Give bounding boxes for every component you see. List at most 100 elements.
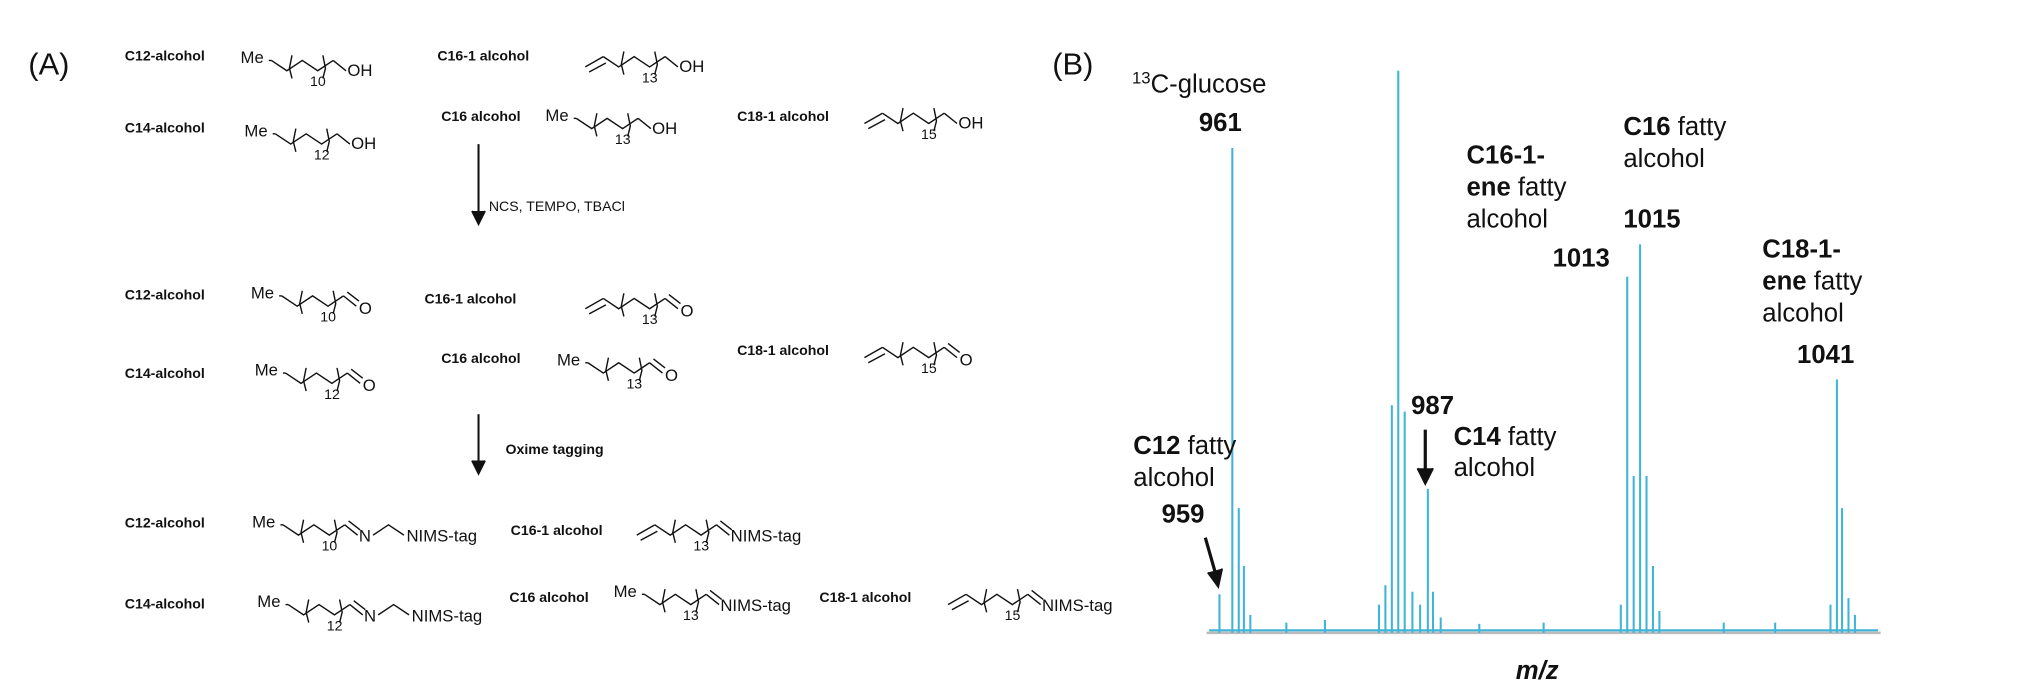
bond [649, 362, 663, 374]
peak-label: 987 [1411, 392, 1454, 420]
atom: Me [257, 592, 280, 611]
peak-label: 959 [1162, 500, 1205, 528]
subscript: 13 [642, 311, 658, 327]
bond [346, 291, 360, 302]
bond [653, 358, 666, 369]
subscript: 12 [324, 386, 340, 402]
atom: Me [255, 361, 278, 380]
bond [899, 107, 904, 132]
compound-name: C12-alcohol [125, 47, 205, 63]
annotation-text: C-glucose [1151, 71, 1267, 99]
subscript: 13 [615, 131, 631, 147]
subscript: 10 [310, 73, 326, 89]
bond [716, 524, 730, 536]
bond [333, 519, 338, 544]
compound-name: C14-alcohol [125, 120, 205, 136]
bond [882, 346, 945, 359]
bond [302, 367, 307, 392]
annotation-bold: ene [1466, 174, 1510, 202]
compound-name: C12-alcohol [125, 514, 205, 530]
annotation: alcohol [1466, 206, 1548, 234]
subscript: 15 [921, 126, 937, 142]
bond [288, 55, 293, 79]
bond [332, 290, 337, 315]
bond [292, 128, 297, 152]
subscript: 15 [1005, 607, 1021, 623]
bond [951, 600, 969, 611]
bond [332, 59, 347, 72]
bond [602, 55, 666, 68]
atom: OH [958, 114, 983, 133]
atom: Me [252, 512, 275, 531]
bond [620, 293, 625, 317]
peak-label: 1015 [1623, 206, 1680, 234]
bond [638, 357, 643, 381]
subscript: 10 [320, 309, 336, 325]
bond [343, 295, 357, 307]
bond [899, 342, 904, 366]
annotation-text: fatty [1511, 174, 1567, 202]
annotation: ene fatty [1466, 174, 1566, 202]
atom: O [665, 366, 678, 385]
tag: NIMS-tag [412, 606, 483, 625]
bond [350, 368, 364, 379]
bond [372, 523, 405, 536]
compound-name: C18-1 alcohol [737, 108, 829, 124]
atom: Me [244, 121, 267, 140]
annotation: C12 fatty [1133, 432, 1236, 460]
atom: Me [545, 106, 568, 125]
bond [943, 112, 958, 125]
compound-name: C18-1 alcohol [737, 342, 829, 358]
bond [377, 603, 410, 616]
compound-name: C16-1 alcohol [511, 522, 603, 538]
compound-name: C16 alcohol [441, 108, 520, 124]
bond [664, 297, 679, 310]
spectrum [1209, 70, 1879, 633]
annotation: ene fatty [1762, 267, 1862, 295]
bond [274, 132, 338, 145]
annotation-bold: ene [1762, 267, 1806, 295]
bond [287, 603, 351, 616]
bond [587, 361, 651, 374]
compound-name: C16-1 alcohol [424, 291, 516, 307]
bond [271, 59, 334, 72]
bond [322, 55, 327, 79]
atom: OH [679, 57, 704, 76]
bond [344, 524, 359, 536]
bond [654, 293, 659, 317]
subscript: 10 [322, 538, 338, 554]
tag: NIMS-tag [406, 527, 477, 546]
bond [346, 372, 361, 384]
bond [584, 297, 604, 310]
bond [282, 523, 346, 536]
bond [637, 117, 652, 130]
panel-label: (A) [28, 47, 69, 82]
tag: NIMS-tag [1042, 596, 1113, 615]
panel-label: (B) [1052, 47, 1093, 82]
atom: O [363, 376, 376, 395]
bond [348, 520, 361, 531]
bond [605, 357, 610, 381]
bond [947, 593, 967, 606]
reagent: Oxime tagging [506, 441, 604, 457]
annotation: C16-1- [1466, 141, 1545, 169]
bond [965, 593, 1029, 606]
superscript: 13 [1132, 69, 1151, 88]
annotation: alcohol [1762, 300, 1844, 328]
annotation-text: fatty [1807, 267, 1863, 295]
bond [300, 519, 305, 544]
compound-name: C16 alcohol [441, 350, 520, 366]
annotation-bold: C14 [1454, 423, 1502, 451]
bond [705, 519, 710, 544]
bond [668, 294, 681, 305]
bond [867, 119, 886, 130]
bond [640, 530, 658, 541]
annotation: alcohol [1133, 464, 1215, 492]
compound-name: C16 alcohol [509, 589, 588, 605]
compound-name: C12-alcohol [125, 287, 205, 303]
compound-name: C14-alcohol [125, 365, 205, 381]
bond [654, 523, 717, 536]
bond [602, 297, 666, 310]
reagent: NCS, TEMPO, TBACl [489, 198, 625, 214]
